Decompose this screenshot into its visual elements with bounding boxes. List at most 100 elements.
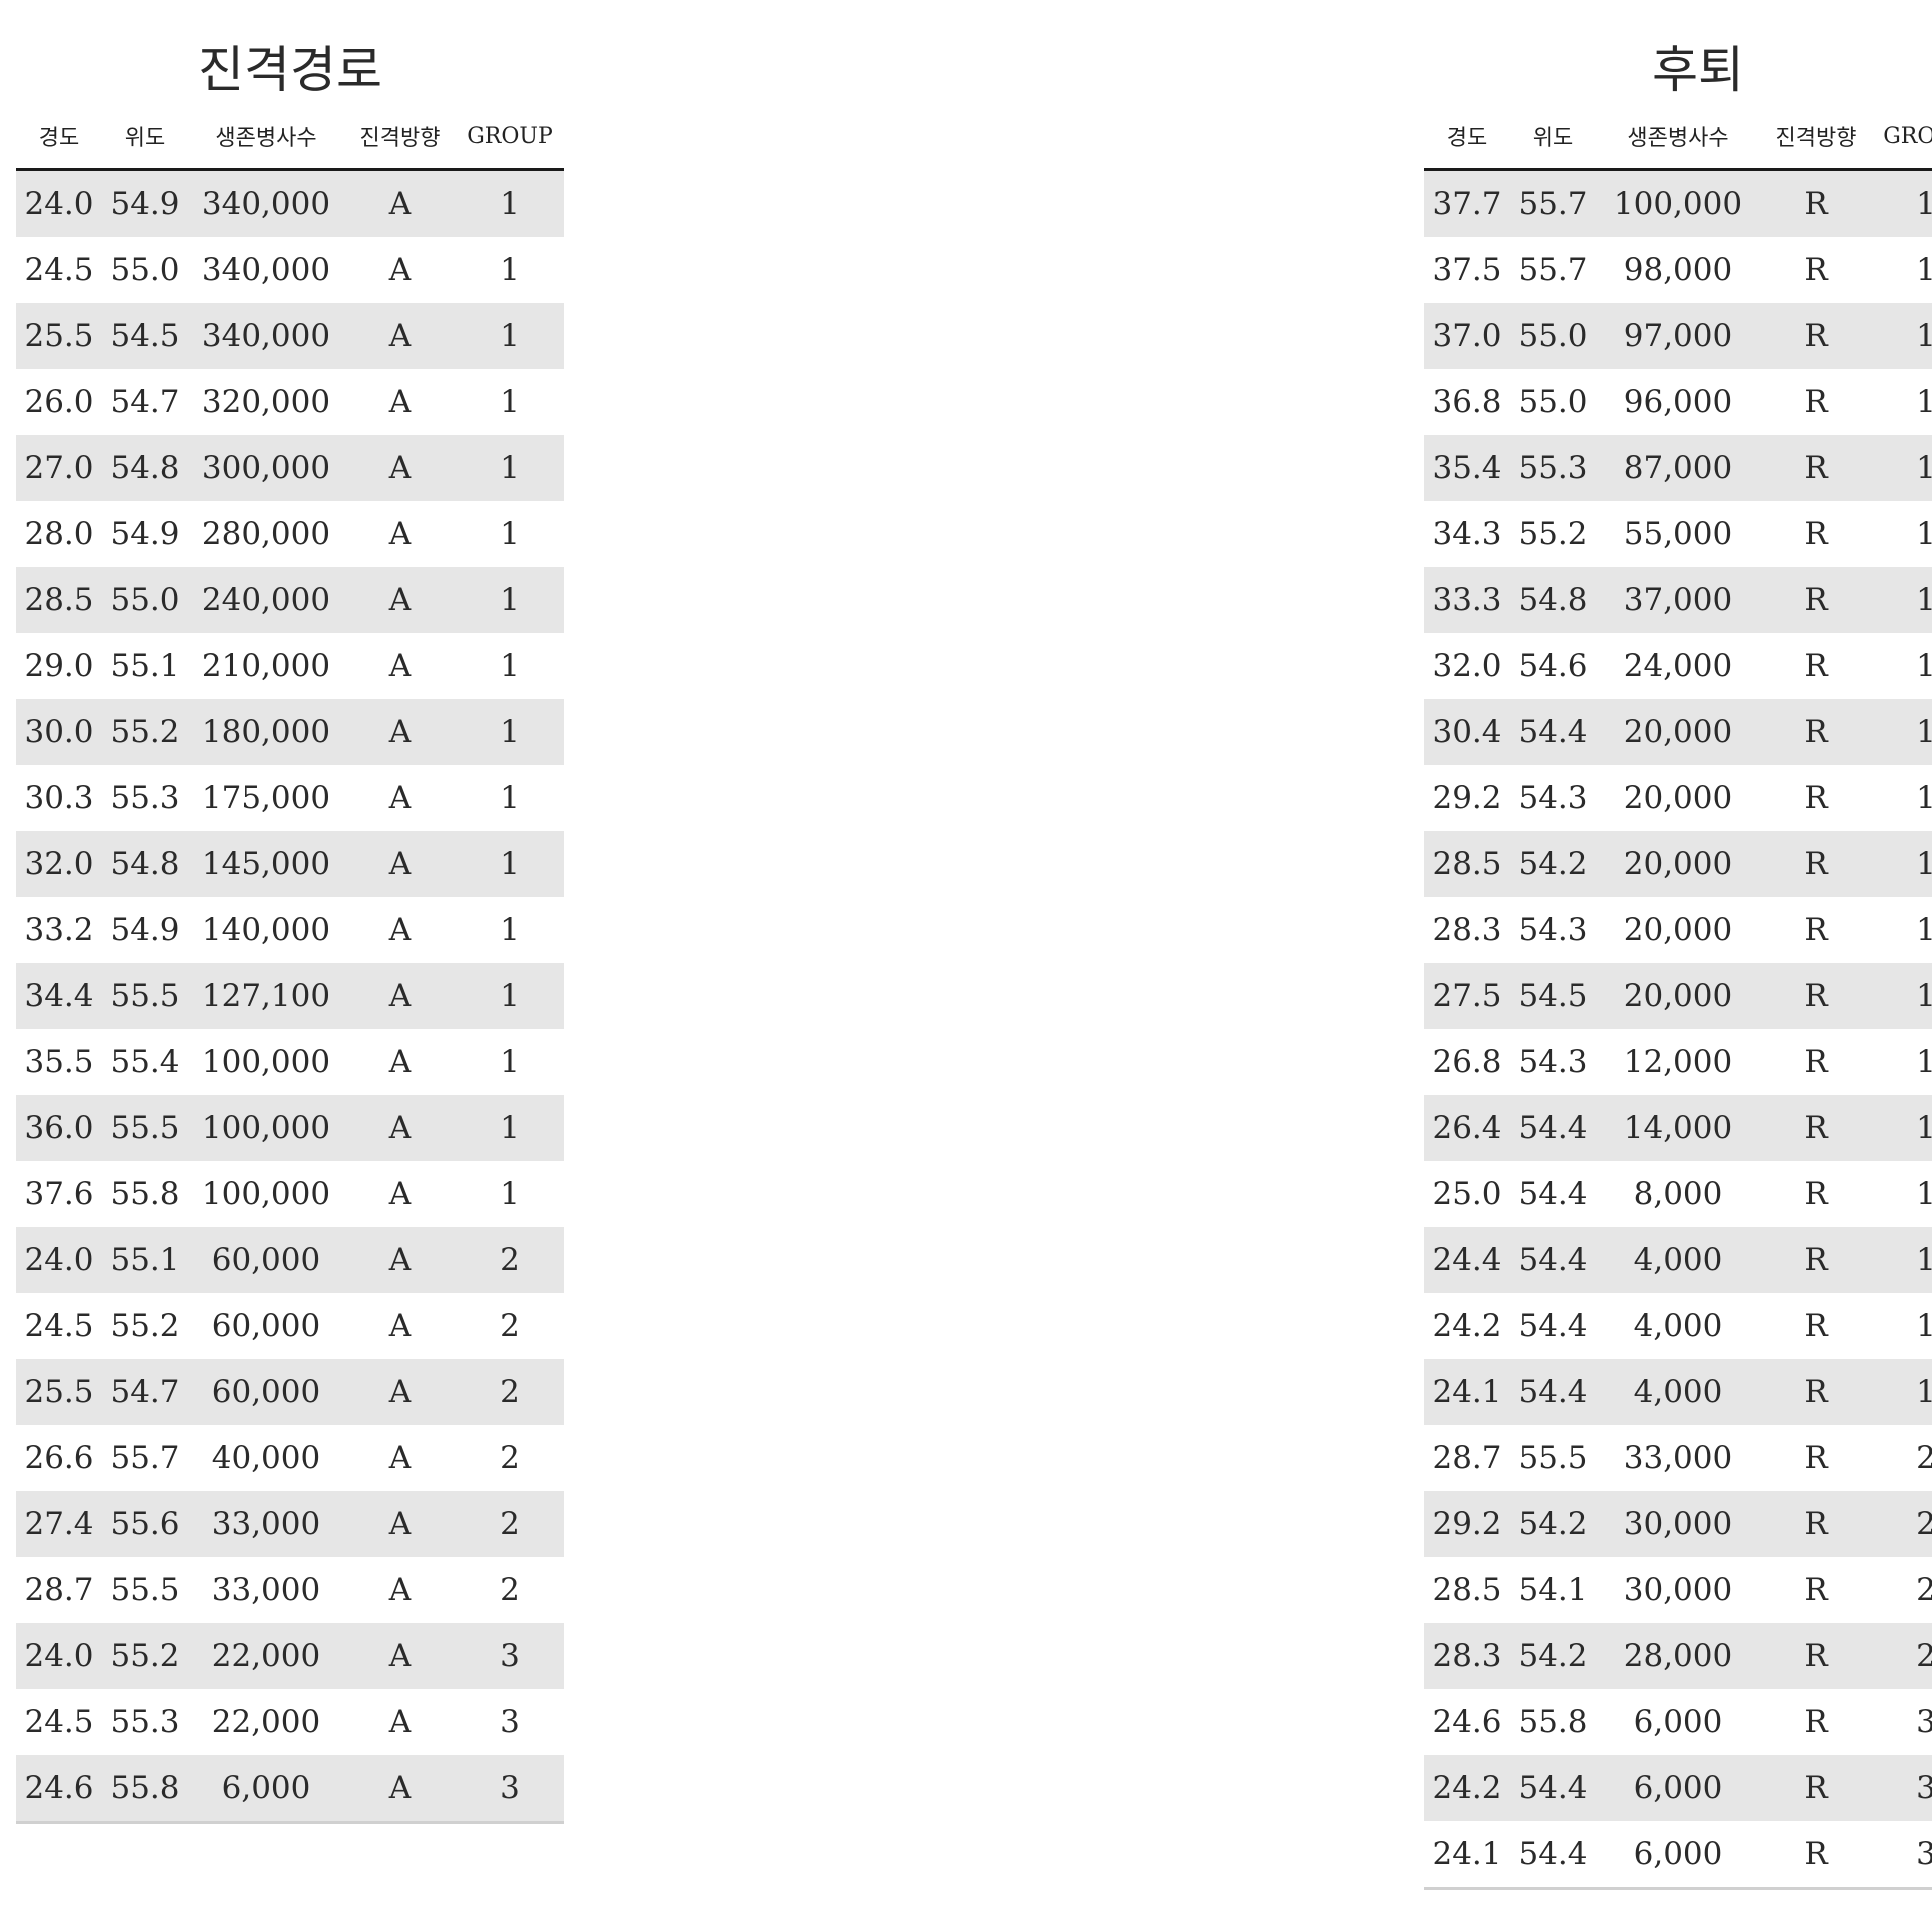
column-header-latitude: 위도 — [102, 104, 188, 171]
longitude-cell: 30.0 — [16, 699, 102, 765]
table-row: 24.5 55.0 340,000 A 1 — [16, 237, 564, 303]
longitude-cell: 37.0 — [1424, 303, 1510, 369]
latitude-cell: 55.3 — [1510, 435, 1596, 501]
advance-panel: 진격경로 경도 위도 생존병사수 진격방향 GROUP 24.0 54.9 340,… — [16, 0, 564, 1824]
longitude-cell: 24.4 — [1424, 1227, 1510, 1293]
survivors-cell: 33,000 — [188, 1557, 344, 1623]
longitude-cell: 29.2 — [1424, 765, 1510, 831]
table-row: 36.0 55.5 100,000 A 1 — [16, 1095, 564, 1161]
direction-cell: A — [344, 1095, 456, 1161]
direction-cell: A — [344, 1227, 456, 1293]
group-cell: 2 — [1872, 1623, 1932, 1689]
survivors-cell: 140,000 — [188, 897, 344, 963]
survivors-cell: 6,000 — [1596, 1821, 1760, 1890]
table-row: 35.4 55.3 87,000 R 1 — [1424, 435, 1932, 501]
latitude-cell: 55.4 — [102, 1029, 188, 1095]
group-cell: 3 — [456, 1689, 564, 1755]
group-cell: 1 — [1872, 169, 1932, 237]
survivors-cell: 40,000 — [188, 1425, 344, 1491]
retreat-panel: 후퇴 경도 위도 생존병사수 진격방향 GROUP 37.755.7100,00… — [1424, 0, 1932, 1890]
survivors-cell: 60,000 — [188, 1227, 344, 1293]
direction-cell: R — [1760, 1821, 1872, 1890]
latitude-cell: 54.4 — [1510, 699, 1596, 765]
table-row: 24.2 54.4 6,000 R 3 — [1424, 1755, 1932, 1821]
latitude-cell: 54.8 — [102, 831, 188, 897]
latitude-cell: 55.8 — [1510, 1689, 1596, 1755]
direction-cell: A — [344, 633, 456, 699]
latitude-cell: 55.8 — [102, 1161, 188, 1227]
group-cell: 1 — [1872, 765, 1932, 831]
direction-cell: R — [1760, 963, 1872, 1029]
longitude-cell: 24.2 — [1424, 1755, 1510, 1821]
table-row: 27.5 54.5 20,000 R 1 — [1424, 963, 1932, 1029]
table-row: 24.6 55.8 6,000 A 3 — [16, 1755, 564, 1824]
longitude-cell: 35.5 — [16, 1029, 102, 1095]
direction-cell: R — [1760, 1293, 1872, 1359]
group-cell: 1 — [456, 633, 564, 699]
column-header-group: GROUP — [1872, 104, 1932, 171]
latitude-cell: 54.5 — [1510, 963, 1596, 1029]
survivors-cell: 20,000 — [1596, 897, 1760, 963]
column-header-survivors: 생존병사수 — [1596, 104, 1760, 171]
direction-cell: A — [344, 1293, 456, 1359]
survivors-cell: 340,000 — [188, 237, 344, 303]
table-row: 24.0 54.9 340,000 A 1 — [16, 169, 564, 237]
group-cell: 1 — [456, 237, 564, 303]
direction-cell: R — [1760, 237, 1872, 303]
survivors-cell: 22,000 — [188, 1689, 344, 1755]
group-cell: 1 — [1872, 1029, 1932, 1095]
table-row: 32.0 54.8 145,000 A 1 — [16, 831, 564, 897]
longitude-cell: 25.5 — [16, 303, 102, 369]
group-cell: 3 — [1872, 1689, 1932, 1755]
latitude-cell: 55.0 — [1510, 303, 1596, 369]
table-row: 30.0 55.2 180,000 A 1 — [16, 699, 564, 765]
latitude-cell: 54.4 — [1510, 1161, 1596, 1227]
table-row: 35.5 55.4 100,000 A 1 — [16, 1029, 564, 1095]
longitude-cell: 35.4 — [1424, 435, 1510, 501]
table-row: 24.4 54.4 4,000 R 1 — [1424, 1227, 1932, 1293]
table-row: 28.7 55.5 33,000 A 2 — [16, 1557, 564, 1623]
longitude-cell: 25.5 — [16, 1359, 102, 1425]
latitude-cell: 54.7 — [102, 369, 188, 435]
table-row: 24.1 54.4 6,000 R 3 — [1424, 1821, 1932, 1890]
direction-cell: R — [1760, 831, 1872, 897]
longitude-cell: 33.2 — [16, 897, 102, 963]
latitude-cell: 54.3 — [1510, 897, 1596, 963]
latitude-cell: 54.9 — [102, 897, 188, 963]
longitude-cell: 24.6 — [16, 1755, 102, 1824]
group-cell: 1 — [456, 369, 564, 435]
latitude-cell: 54.4 — [1510, 1095, 1596, 1161]
latitude-cell: 54.1 — [1510, 1557, 1596, 1623]
survivors-cell: 22,000 — [188, 1623, 344, 1689]
direction-cell: A — [344, 1029, 456, 1095]
table-row: 29.0 55.1 210,000 A 1 — [16, 633, 564, 699]
direction-cell: A — [344, 765, 456, 831]
latitude-cell: 54.4 — [1510, 1227, 1596, 1293]
group-cell: 1 — [1872, 633, 1932, 699]
group-cell: 1 — [456, 567, 564, 633]
table-row: 24.5 55.3 22,000 A 3 — [16, 1689, 564, 1755]
direction-cell: A — [344, 237, 456, 303]
latitude-cell: 54.3 — [1510, 765, 1596, 831]
direction-cell: A — [344, 1161, 456, 1227]
longitude-cell: 28.5 — [16, 567, 102, 633]
table-row: 33.2 54.9 140,000 A 1 — [16, 897, 564, 963]
latitude-cell: 55.5 — [102, 1557, 188, 1623]
latitude-cell: 54.9 — [102, 169, 188, 237]
survivors-cell: 100,000 — [188, 1095, 344, 1161]
latitude-cell: 55.0 — [102, 237, 188, 303]
direction-cell: R — [1760, 1029, 1872, 1095]
group-cell: 1 — [456, 169, 564, 237]
direction-cell: R — [1760, 1359, 1872, 1425]
latitude-cell: 54.4 — [1510, 1359, 1596, 1425]
longitude-cell: 29.0 — [16, 633, 102, 699]
direction-cell: R — [1760, 1557, 1872, 1623]
table-row: 34.4 55.5 127,100 A 1 — [16, 963, 564, 1029]
longitude-cell: 24.5 — [16, 1293, 102, 1359]
direction-cell: A — [344, 831, 456, 897]
latitude-cell: 55.3 — [102, 1689, 188, 1755]
longitude-cell: 28.0 — [16, 501, 102, 567]
survivors-cell: 4,000 — [1596, 1227, 1760, 1293]
group-cell: 1 — [456, 699, 564, 765]
retreat-title: 후퇴 — [1652, 41, 1744, 99]
